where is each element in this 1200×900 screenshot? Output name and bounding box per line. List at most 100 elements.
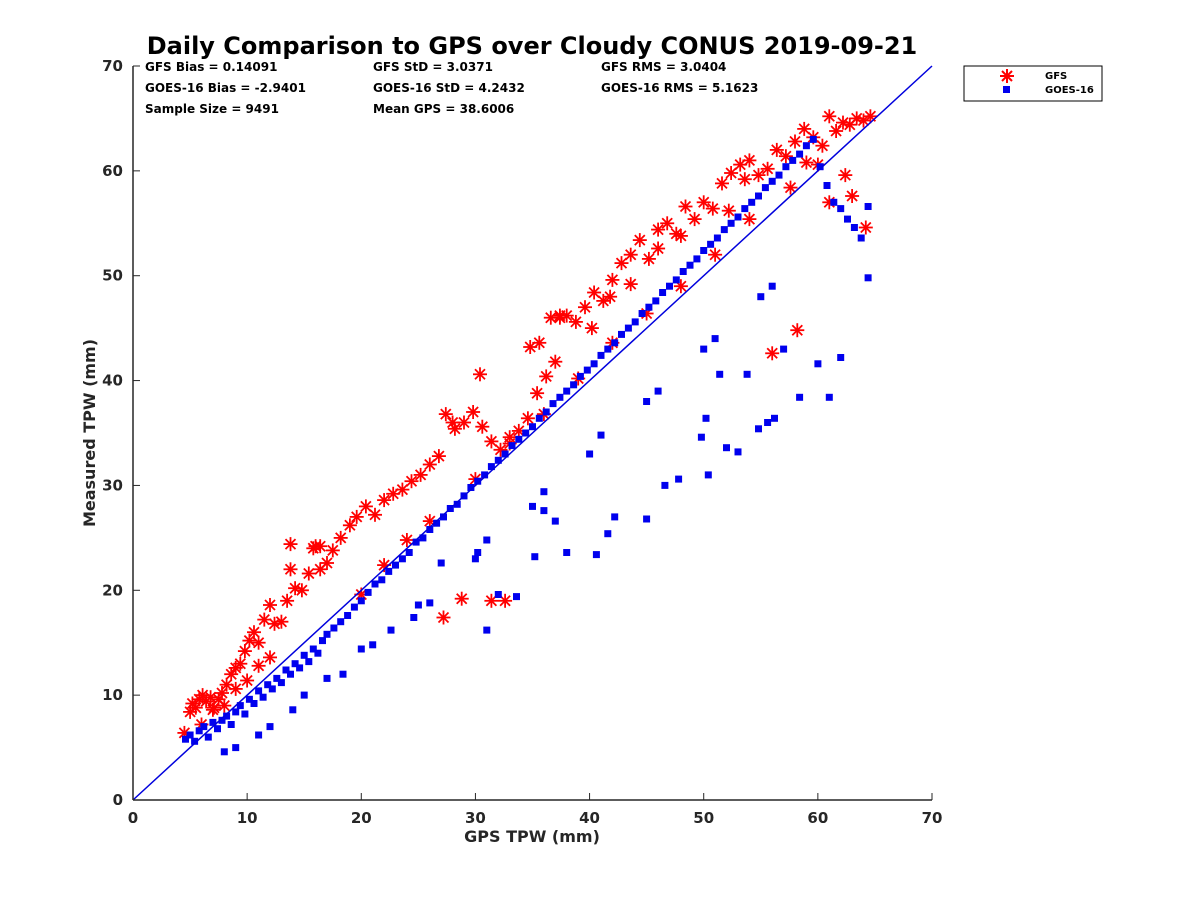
goes-16-point: [410, 614, 418, 621]
goes-16-point: [857, 234, 865, 242]
gfs-point: [395, 482, 410, 497]
gfs-point: [399, 533, 414, 547]
goes-16-point: [755, 192, 762, 200]
goes-16-point: [378, 576, 386, 584]
gfs-point: [552, 308, 567, 323]
legend-marker-gfs: [1000, 69, 1014, 83]
goes-16-point: [314, 649, 322, 657]
gfs-point: [678, 199, 693, 214]
goes-16-point: [268, 685, 276, 693]
gfs-point: [829, 124, 844, 138]
x-tick-label: 10: [237, 809, 258, 827]
goes-16-point: [761, 184, 769, 192]
gfs-point: [603, 289, 618, 304]
goes-16-point: [266, 723, 274, 731]
x-tick-label: 50: [693, 809, 714, 827]
goes-16-point: [844, 215, 851, 223]
goes-16-point: [218, 716, 226, 724]
goes-16-point: [433, 519, 441, 527]
gfs-point: [751, 168, 766, 183]
goes-16-point: [186, 731, 194, 739]
y-tick-label: 60: [102, 162, 123, 180]
goes-16-point: [755, 425, 762, 433]
stat-goes-bias: GOES-16 Bias = -2.9401: [145, 81, 306, 95]
gfs-point: [790, 323, 805, 338]
goes-16-point: [535, 414, 543, 422]
goes-16-point: [223, 712, 231, 720]
gfs-point: [715, 176, 729, 191]
gfs-point: [333, 530, 348, 545]
goes-16-point: [734, 448, 742, 456]
goes-16-point: [471, 555, 479, 563]
x-axis-label: GPS TPW (mm): [464, 827, 600, 846]
gfs-point: [530, 386, 545, 401]
goes-16-point: [624, 324, 632, 332]
gfs-point: [342, 518, 357, 533]
gfs-point: [673, 228, 688, 243]
gfs-point: [217, 698, 232, 713]
goes-16-point: [419, 534, 427, 542]
gfs-point: [584, 321, 599, 336]
gfs-point: [797, 121, 812, 136]
goes-16-point: [723, 444, 730, 452]
goes-16-point: [371, 580, 379, 588]
goes-16-point: [645, 303, 653, 311]
goes-16-point: [232, 708, 240, 716]
y-tick-label: 20: [102, 581, 123, 599]
gfs-point: [822, 109, 837, 124]
gfs-point: [263, 650, 277, 665]
goes-16-point: [611, 513, 619, 521]
goes-16-point: [255, 687, 263, 695]
stat-goes-rms: GOES-16 RMS = 5.1623: [601, 81, 758, 95]
gfs-point: [294, 583, 309, 598]
goes-16-point: [369, 641, 377, 649]
goes-16-point: [816, 163, 824, 171]
goes-16-point: [501, 450, 509, 458]
gfs-point: [454, 591, 469, 606]
goes-16-point: [837, 205, 845, 213]
goes-16-point: [250, 700, 258, 707]
goes-16-point: [412, 538, 420, 546]
gfs-point: [251, 635, 266, 650]
gfs-point: [283, 537, 298, 552]
gfs-point: [858, 220, 873, 235]
goes-16-point: [483, 536, 491, 544]
legend: GFS GOES-16: [963, 65, 1103, 102]
goes-16-point: [273, 674, 281, 682]
goes-16-point: [494, 456, 502, 464]
goes-16-point: [823, 182, 831, 189]
goes-16-point: [350, 603, 358, 611]
gfs-point: [183, 704, 198, 719]
goes-16-point: [309, 645, 317, 653]
chart-title: Daily Comparison to GPS over Cloudy CONU…: [147, 32, 918, 60]
one-to-one-reference-line: [132, 65, 933, 801]
gfs-point: [769, 142, 784, 157]
goes-16-point: [522, 429, 530, 437]
goes-16-point: [474, 549, 482, 556]
goes-16-point: [236, 702, 244, 710]
y-tick-label: 30: [102, 476, 123, 494]
gfs-point: [466, 405, 481, 419]
goes-16-point: [204, 733, 212, 741]
gfs-point: [313, 539, 328, 554]
goes-16-point: [287, 670, 294, 678]
gfs-point: [799, 155, 814, 170]
gfs-point: [651, 222, 666, 237]
goes-16-point: [802, 142, 810, 150]
gfs-point: [436, 610, 451, 625]
gfs-point: [325, 543, 340, 558]
goes-16-point: [686, 261, 694, 269]
goes-16-point: [702, 414, 710, 422]
gfs-point: [838, 168, 853, 183]
axes: 0 10 20 30 40 50 60 70 0 10 20 30 40 50 60 70: [102, 57, 942, 827]
gfs-point: [431, 449, 446, 464]
stat-sample-size: Sample Size = 9491: [145, 102, 279, 116]
stat-goes-std: GOES-16 StD = 4.2432: [373, 81, 525, 95]
goes-16-point: [540, 488, 548, 496]
goes-16-point: [720, 226, 728, 234]
goes-16-point: [864, 274, 872, 282]
goes-16-point: [643, 398, 651, 405]
goes-16-point: [850, 224, 858, 231]
goes-16-point: [586, 450, 594, 458]
